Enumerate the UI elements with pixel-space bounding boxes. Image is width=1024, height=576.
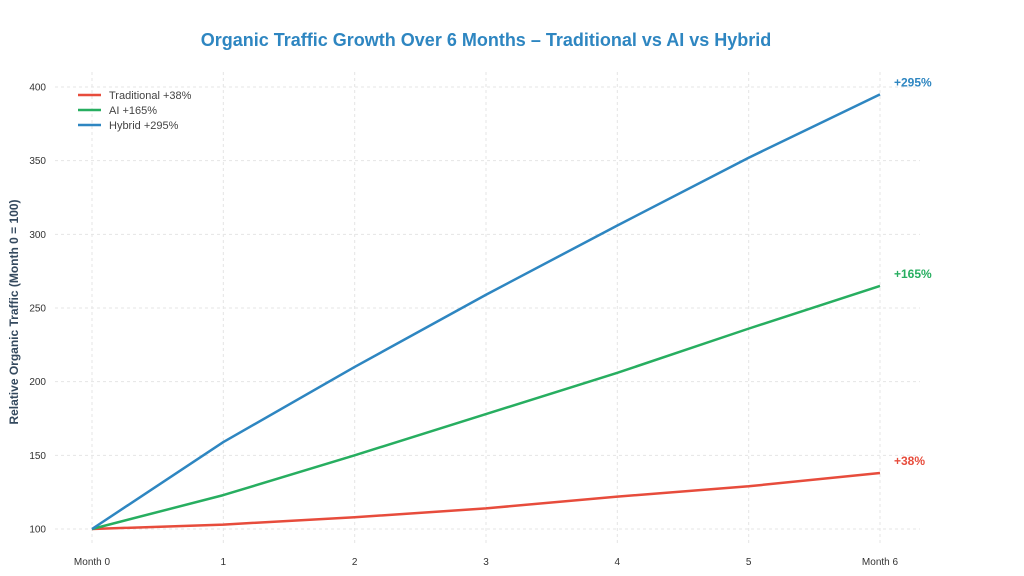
- end-label: +165%: [894, 267, 932, 281]
- x-tick-label: 5: [746, 557, 752, 568]
- y-tick-label: 300: [29, 230, 46, 241]
- x-tick-label: Month 6: [862, 557, 899, 568]
- chart-title: Organic Traffic Growth Over 6 Months – T…: [201, 30, 771, 50]
- y-axis-label: Relative Organic Traffic (Month 0 = 100): [7, 199, 21, 424]
- x-tick-label: 4: [615, 557, 621, 568]
- legend-entry: Traditional +38%: [109, 90, 192, 102]
- series-line-1: [91, 284, 881, 531]
- y-tick-label: 350: [29, 156, 46, 167]
- y-tick-label: 150: [29, 451, 46, 462]
- y-tick-label: 100: [29, 525, 46, 536]
- x-tick-label: 1: [221, 557, 227, 568]
- end-label: +38%: [894, 454, 925, 468]
- series-line-0: [91, 471, 881, 531]
- end-label: +295%: [894, 75, 932, 89]
- series-line-2: [91, 93, 881, 531]
- y-tick-label: 400: [29, 83, 46, 94]
- legend-entry: AI +165%: [109, 105, 157, 117]
- x-tick-label: 2: [352, 557, 358, 568]
- y-tick-label: 250: [29, 304, 46, 315]
- x-tick-label: 3: [483, 557, 489, 568]
- legend-entry: Hybrid +295%: [109, 120, 179, 132]
- y-tick-label: 200: [29, 377, 46, 388]
- x-tick-label: Month 0: [74, 557, 111, 568]
